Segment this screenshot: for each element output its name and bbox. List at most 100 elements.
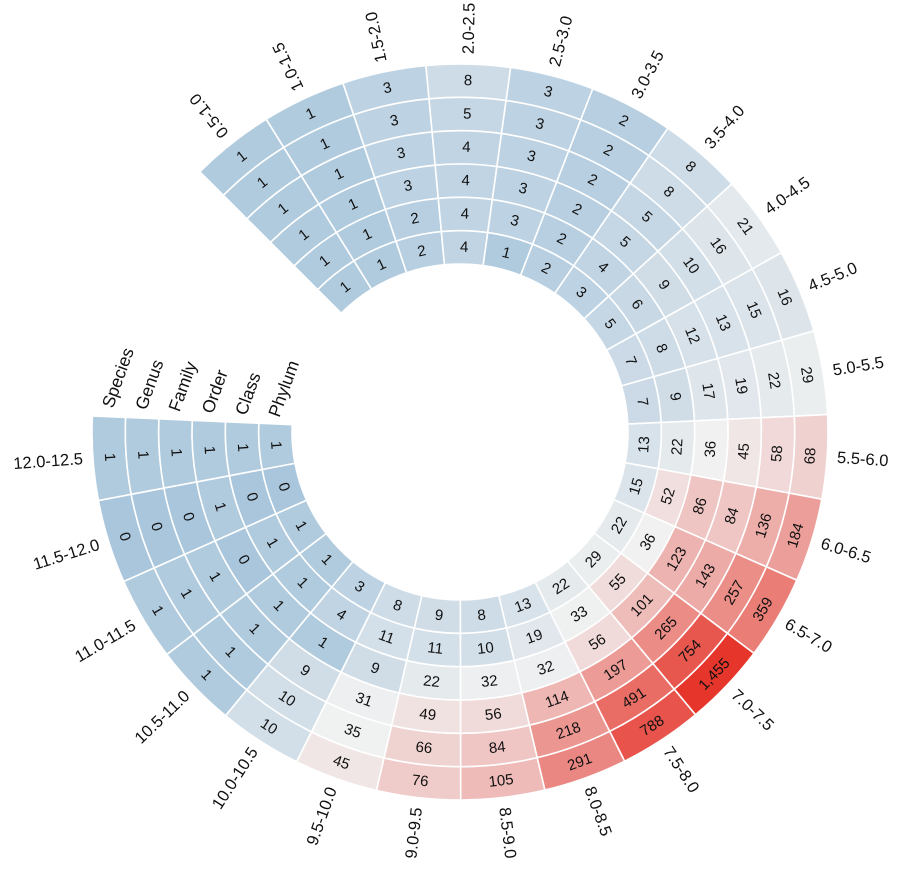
cell-value: 3: [388, 112, 400, 130]
category-label: 8.0-8.5: [581, 784, 615, 838]
category-label: 6.5-7.0: [782, 615, 835, 657]
category-label: 12.0-12.5: [13, 450, 84, 473]
cell-value: 3: [534, 115, 546, 134]
cell-value: 10: [476, 639, 495, 658]
cell-value: 76: [411, 772, 430, 791]
category-label: 7.5-8.0: [659, 743, 702, 796]
cell-value: 22: [668, 438, 686, 456]
cell-value: 4: [461, 172, 470, 189]
cell-value: 56: [484, 705, 503, 724]
cell-value: 105: [488, 771, 515, 791]
category-label: 11.0-11.5: [72, 617, 139, 667]
cell-value: 22: [422, 672, 441, 691]
cell-value: 45: [735, 442, 753, 460]
cell-value: 29: [797, 365, 816, 384]
category-label: 6.0-6.5: [819, 535, 873, 567]
cell-value: 36: [702, 440, 720, 458]
category-label: 3.5-4.0: [701, 102, 748, 153]
cell-value: 11: [376, 627, 396, 648]
cell-value: 22: [608, 514, 631, 537]
cell-value: 3: [382, 79, 394, 97]
cell-value: 1: [201, 445, 219, 455]
cell-value: 56: [586, 631, 609, 654]
cell-value: 13: [712, 312, 734, 334]
cell-value: 52: [658, 486, 679, 507]
cell-value: 9: [666, 391, 684, 402]
cell-value: 4: [460, 239, 469, 256]
cell-value: 17: [698, 382, 717, 401]
cell-value: 8: [464, 72, 473, 89]
category-label: 3.0-3.5: [628, 48, 668, 102]
category-label: 9.0-9.5: [402, 807, 426, 860]
category-label: 5.5-6.0: [837, 449, 889, 470]
ring-label: Order: [198, 367, 232, 416]
cell-value: 22: [549, 575, 572, 598]
cell-value: 3: [525, 147, 537, 166]
category-label: 5.0-5.5: [832, 354, 886, 380]
cell-value: 35: [342, 720, 363, 742]
cell-value: 3: [542, 83, 554, 102]
cell-value: 3: [395, 144, 407, 162]
ring-label: Genus: [131, 357, 168, 413]
category-label: 4.0-4.5: [761, 174, 813, 219]
cell-value: 4: [461, 205, 470, 222]
cell-value: 1: [134, 450, 152, 460]
ring-label: Phylum: [264, 358, 303, 420]
cell-value: 12: [681, 325, 703, 347]
cell-value: 11: [427, 639, 444, 658]
cell-value: 36: [637, 531, 660, 554]
cell-value: 7: [633, 397, 651, 408]
category-label: 4.5-5.0: [806, 259, 860, 295]
cell-value: 4: [462, 139, 471, 156]
cell-value: 13: [512, 595, 533, 617]
category-label: 10.0-10.5: [209, 744, 262, 812]
cell-value: 66: [415, 739, 434, 758]
cell-value: 16: [706, 234, 730, 257]
category-label: 9.5-10.0: [303, 785, 340, 848]
cell-value: 21: [733, 215, 757, 238]
cell-value: 19: [731, 376, 750, 395]
cell-value: 15: [626, 476, 647, 497]
cell-value: 31: [353, 689, 374, 711]
cell-value: 10: [275, 687, 298, 710]
category-label: 11.5-12.0: [31, 536, 102, 574]
cell-value: 22: [764, 371, 783, 390]
cell-value: 1: [167, 448, 185, 458]
cell-value: 1: [234, 443, 252, 453]
cell-value: 19: [524, 626, 545, 648]
cell-value: 3: [517, 179, 529, 198]
category-label: 0.5-1.0: [186, 90, 232, 141]
cell-value: 33: [568, 603, 591, 626]
heatmap-cells: [91, 63, 829, 801]
cell-value: 58: [768, 445, 786, 463]
cell-value: 49: [418, 705, 437, 724]
category-label: 2.5-3.0: [546, 14, 576, 68]
cell-value: 3: [509, 212, 521, 231]
category-label: 1.5-2.0: [362, 10, 390, 64]
cell-value: 45: [331, 752, 352, 774]
category-label: 10.5-11.0: [132, 687, 194, 747]
cell-value: 3: [402, 177, 414, 195]
cell-value: 86: [690, 496, 711, 517]
cell-value: 32: [535, 657, 556, 679]
cell-value: 2: [409, 210, 421, 228]
cell-value: 84: [721, 505, 742, 526]
category-label: 7.0-7.5: [728, 686, 778, 734]
cell-value: 9: [434, 607, 444, 625]
category-label: 1.0-1.5: [269, 40, 307, 94]
cell-value: 32: [480, 672, 499, 691]
category-label: 2.0-2.5: [460, 3, 479, 55]
cell-value: 8: [476, 606, 486, 624]
cell-value: 136: [752, 511, 776, 540]
ring-label: Family: [164, 359, 201, 414]
cell-value: 15: [743, 299, 765, 321]
cell-value: 5: [463, 105, 472, 122]
cell-value: 2: [416, 242, 428, 260]
cell-value: 1: [267, 440, 285, 450]
cell-value: 184: [784, 521, 808, 550]
cell-value: 1: [101, 452, 119, 462]
cell-value: 84: [488, 738, 507, 757]
ring-label: Class: [231, 369, 265, 417]
